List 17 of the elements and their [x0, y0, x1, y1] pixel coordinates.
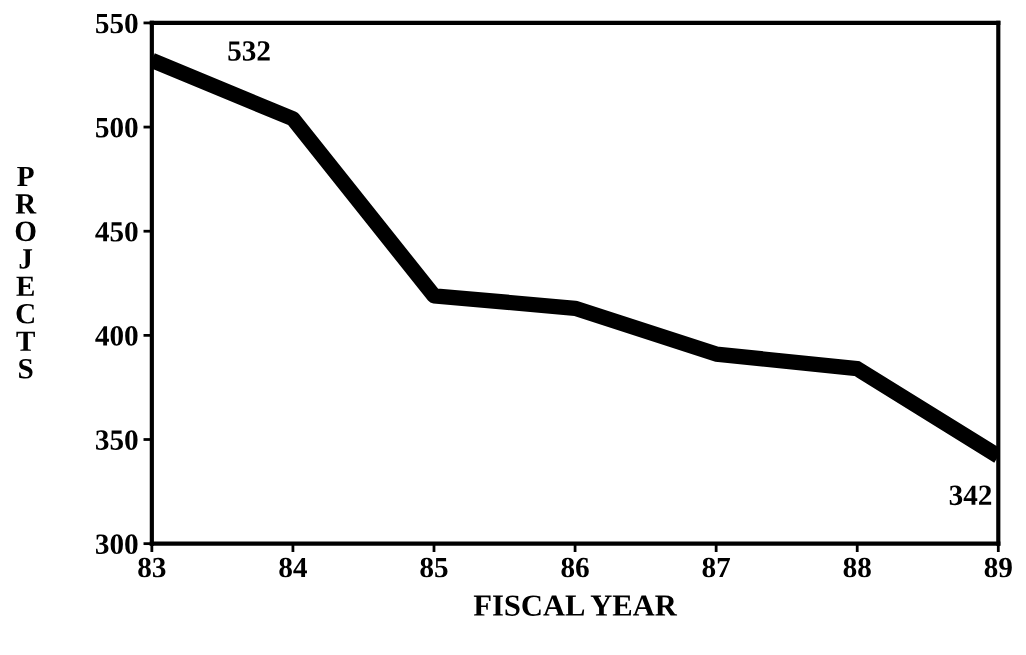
x-tick-label: 83	[138, 557, 166, 578]
y-tick-label: 400	[95, 326, 138, 346]
x-tick-label: 87	[702, 557, 731, 578]
y-tick-label: 550	[96, 13, 138, 34]
y-tick-label: 500	[96, 117, 138, 138]
x-tick-label: 89	[984, 557, 1012, 578]
x-tick-label: 88	[843, 557, 871, 578]
y-tick-label: 300	[96, 534, 138, 555]
annotation: 342	[949, 485, 992, 506]
x-tick-label: 86	[561, 557, 589, 578]
annotation: 532	[228, 41, 270, 61]
x-tick-label: 84	[279, 557, 307, 578]
x-axis-title: FISCAL YEAR	[473, 595, 678, 616]
y-tick-label: 450	[95, 221, 138, 242]
y-axis-title: PROJECTS	[15, 166, 37, 379]
x-tick-label: 85	[420, 557, 448, 578]
y-tick-label: 350	[96, 430, 138, 450]
